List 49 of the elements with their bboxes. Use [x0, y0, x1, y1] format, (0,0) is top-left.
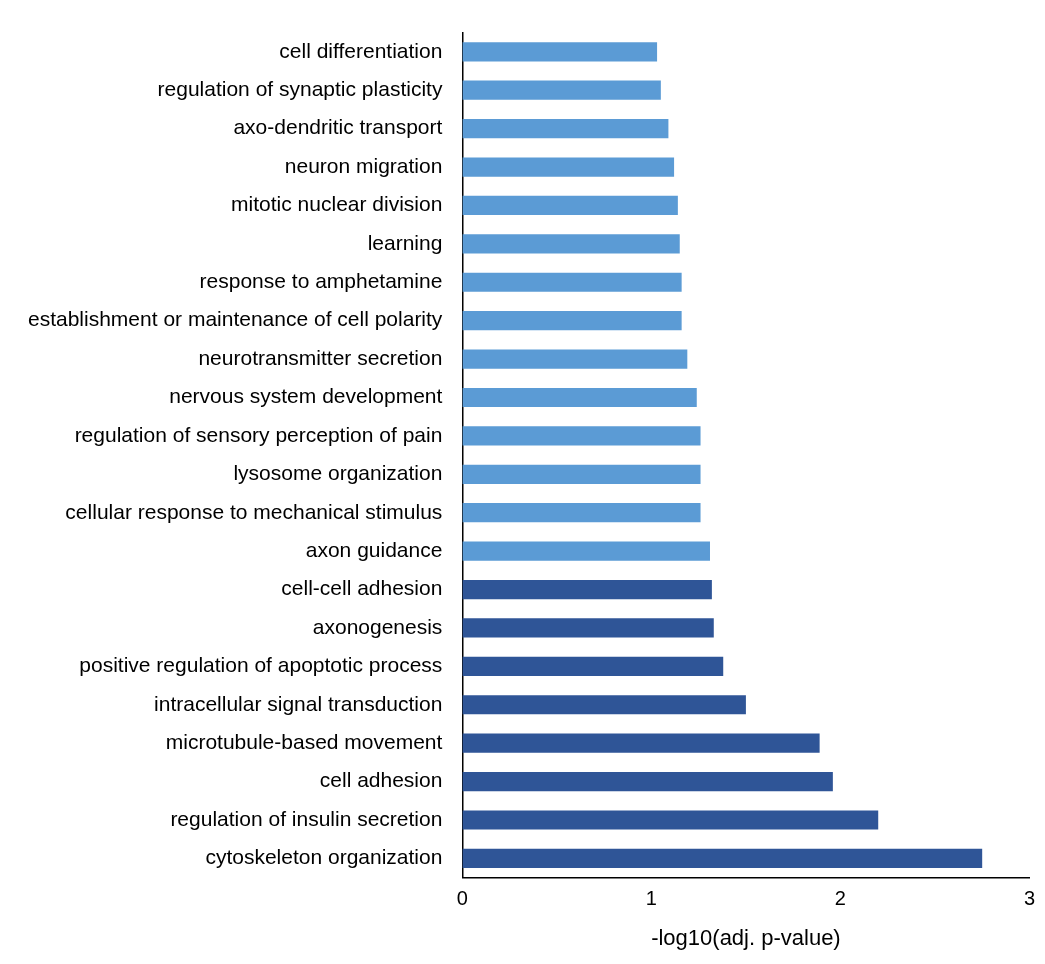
y-tick-label: intracellular signal transduction	[154, 691, 443, 715]
bar	[462, 426, 701, 446]
y-tick-label: establishment or maintenance of cell polarity	[27, 307, 443, 331]
bar	[462, 42, 658, 62]
bar	[462, 119, 669, 139]
y-tick-label: learning	[367, 230, 443, 254]
x-tick-label: 3	[1023, 887, 1035, 910]
y-tick-label: cellular response to mechanical stimulus	[65, 499, 443, 523]
bar	[462, 349, 688, 369]
y-tick-label: positive regulation of apoptotic process	[79, 653, 443, 677]
y-tick-label: regulation of insulin secretion	[170, 806, 443, 830]
y-tick-label: cell adhesion	[319, 768, 443, 792]
bar	[462, 541, 710, 561]
bar	[462, 387, 697, 408]
bar	[462, 503, 701, 523]
bar	[462, 656, 724, 676]
y-tick-label: response to amphetamine	[199, 269, 443, 293]
bar	[462, 810, 879, 830]
x-tick-label: 2	[834, 887, 846, 910]
bar	[462, 234, 680, 254]
y-tick-label: axon guidance	[305, 537, 443, 561]
bar	[462, 157, 675, 177]
y-tick-label: cell-cell adhesion	[281, 576, 443, 600]
x-tick-label: 1	[645, 887, 657, 910]
bar	[462, 579, 712, 600]
y-tick-label: lysosome organization	[233, 461, 443, 485]
y-tick-label: axo-dendritic transport	[233, 115, 443, 139]
y-tick-label: regulation of synaptic plasticity	[157, 77, 443, 101]
bar	[462, 80, 661, 100]
y-tick-label: neuron migration	[284, 153, 443, 177]
bar	[462, 195, 678, 216]
x-tick-label: 0	[456, 887, 468, 910]
bar	[462, 464, 701, 484]
bar	[462, 618, 714, 638]
bar	[462, 311, 682, 331]
bar	[462, 848, 983, 868]
y-tick-label: regulation of sensory perception of pain	[74, 422, 443, 446]
bar	[462, 733, 820, 753]
y-tick-label: cell differentiation	[279, 38, 443, 62]
y-tick-label: axonogenesis	[312, 614, 443, 638]
y-tick-label: mitotic nuclear division	[231, 192, 443, 216]
bar	[462, 695, 746, 715]
y-tick-label: microtubule-based movement	[165, 729, 443, 753]
x-axis-title: -log10(adj. p-value)	[651, 924, 841, 950]
y-tick-label: cytoskeleton organization	[205, 845, 443, 869]
bar	[462, 272, 682, 292]
bar	[462, 771, 833, 792]
y-tick-label: nervous system development	[169, 384, 443, 408]
y-tick-label: neurotransmitter secretion	[198, 345, 443, 369]
